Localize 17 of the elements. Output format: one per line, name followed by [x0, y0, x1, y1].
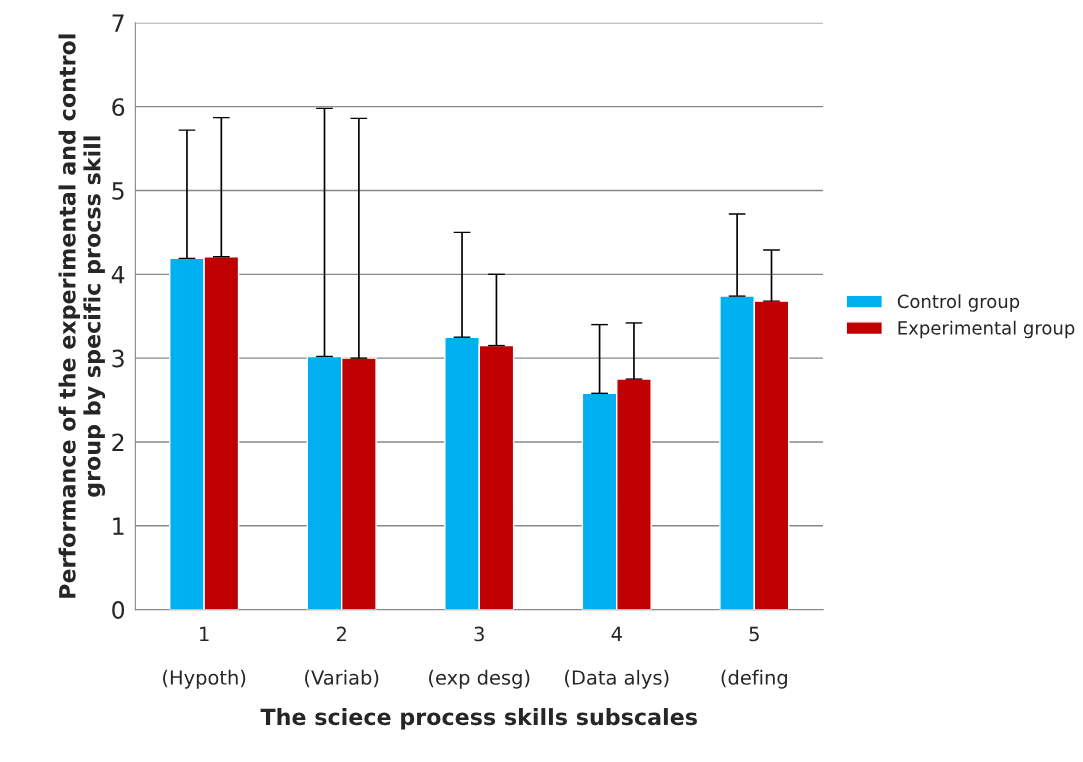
y-tick-label: 7 [112, 14, 124, 32]
y-axis-title: Performance of the experimental and control group by specific procss skill [58, 34, 106, 598]
category-label: 3 (exp desg) [429, 626, 530, 689]
y-tick-label: 2 [112, 433, 124, 451]
y-tick-label: 1 [113, 517, 124, 535]
y-tick-label: 3 [112, 349, 124, 368]
category-label: 2 (Variab) [305, 626, 379, 688]
category-label: 5 (defing [721, 626, 787, 689]
category-label: 1 (Hypoth) [163, 626, 246, 689]
y-tick-label: 4 [111, 266, 125, 284]
legend-label: Control group [897, 294, 1020, 312]
y-tick-label: 6 [112, 98, 125, 116]
x-axis-title: The sciece process skills subscales [260, 708, 697, 730]
legend-label: Experimental group [898, 320, 1075, 339]
y-tick-label: 5 [112, 182, 124, 200]
category-label: 4 (Data alys) [565, 626, 669, 689]
y-tick-label: 0 [112, 601, 125, 619]
